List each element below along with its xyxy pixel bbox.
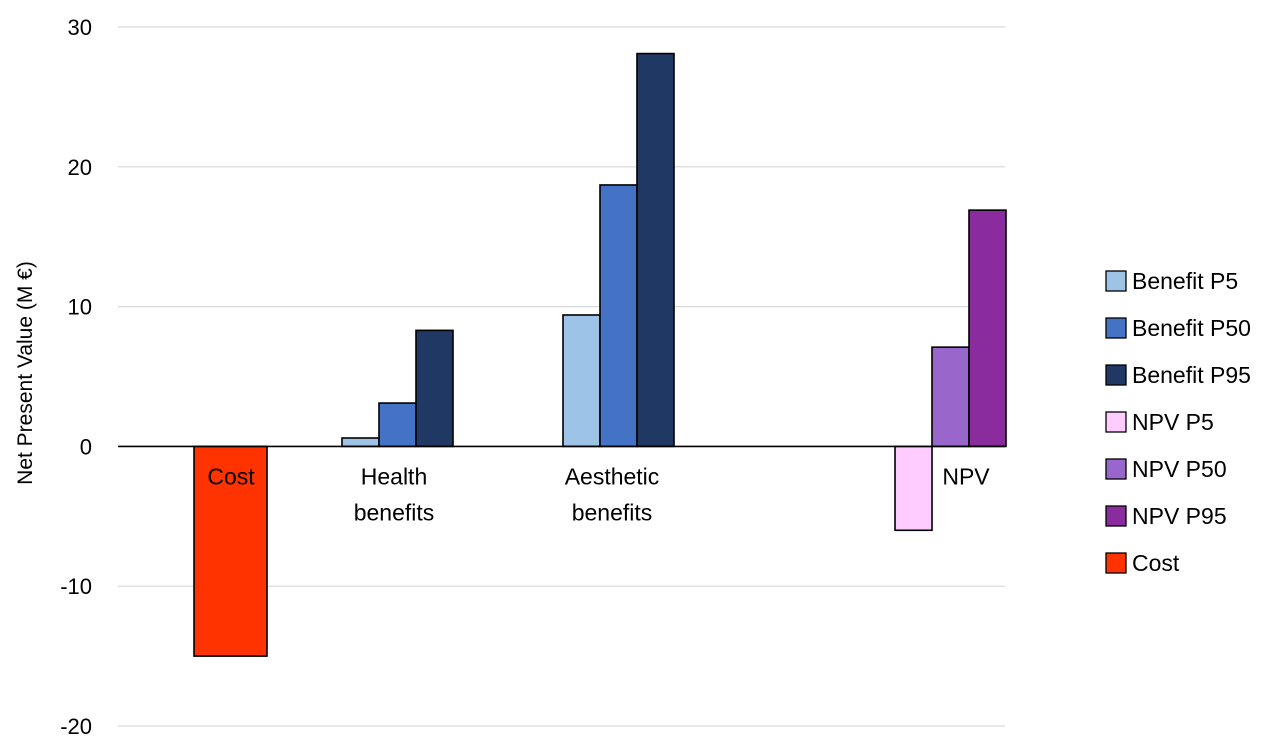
bar [894, 445, 933, 532]
category-labels: Cost Health benefits Aesthetic benefits NPV [207, 463, 990, 525]
y-tick-label: 10 [68, 295, 92, 320]
y-tick-label: 20 [68, 155, 92, 180]
y-axis-label: Net Present Value (M €) [14, 261, 37, 485]
legend-swatch [1105, 552, 1127, 574]
legend-swatch [1105, 270, 1127, 292]
bar [562, 314, 601, 448]
y-tick-label: 30 [68, 15, 92, 40]
y-axis-ticks: 30 20 10 0 -10 -20 [60, 15, 92, 738]
bar [193, 445, 268, 657]
legend-label: NPV P50 [1132, 456, 1227, 482]
category-label: Cost [207, 463, 255, 489]
y-tick-label: -20 [60, 714, 92, 738]
legend-swatch [1105, 364, 1127, 386]
category-label-line: Aesthetic [565, 463, 660, 489]
category-label-line: Health [361, 463, 427, 489]
bar [378, 402, 417, 448]
legend-swatch [1105, 317, 1127, 339]
legend-swatch [1105, 505, 1127, 527]
bar [931, 346, 970, 448]
category-label-line: NPV [942, 463, 990, 489]
legend-label: Benefit P95 [1132, 362, 1251, 388]
legend-label: Cost [1132, 550, 1180, 576]
category-label-line: Cost [207, 463, 255, 489]
category-label: Aesthetic benefits [565, 463, 660, 525]
category-label: Health benefits [354, 463, 435, 525]
y-tick-label: -10 [60, 574, 92, 599]
legend-swatch [1105, 411, 1127, 433]
bar [341, 437, 380, 448]
bar [415, 329, 454, 448]
legend-label: NPV P95 [1132, 503, 1227, 529]
category-label-line: benefits [572, 499, 653, 525]
bars [193, 52, 1007, 657]
legend-label: Benefit P50 [1132, 315, 1251, 341]
category-label-line: benefits [354, 499, 435, 525]
bar [968, 209, 1007, 448]
category-label: NPV [942, 463, 990, 489]
bar [599, 184, 638, 448]
legend-swatch [1105, 458, 1127, 480]
legend-label: Benefit P5 [1132, 268, 1238, 294]
legend: Benefit P5 Benefit P50 Benefit P95 NPV P5 NP… [1105, 268, 1251, 576]
legend-label: NPV P5 [1132, 409, 1214, 435]
bar [636, 52, 675, 448]
y-tick-label: 0 [80, 434, 92, 459]
